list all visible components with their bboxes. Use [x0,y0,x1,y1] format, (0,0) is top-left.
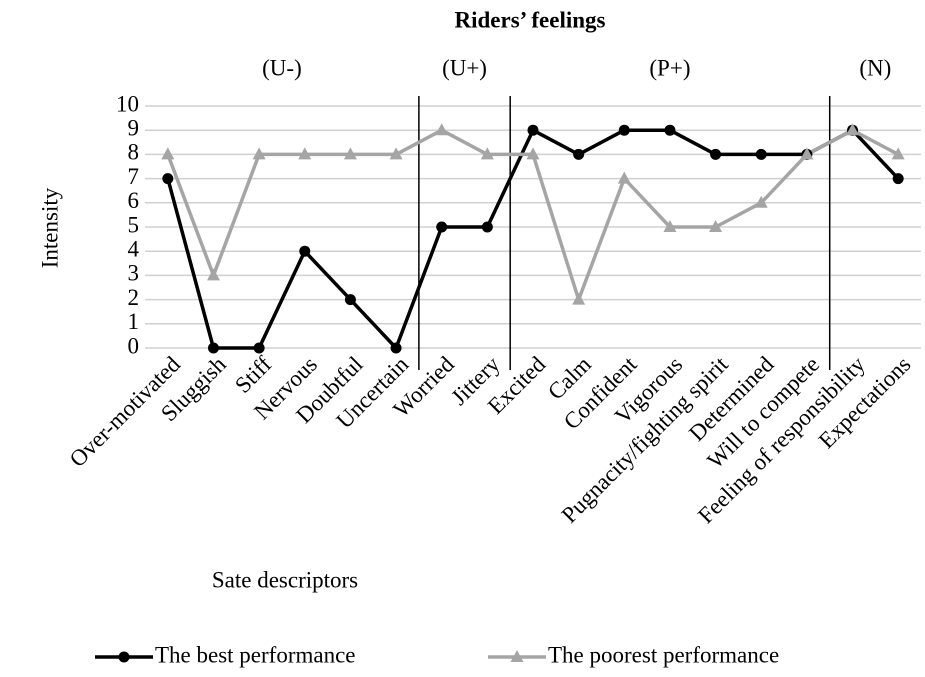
point [161,147,175,160]
point [206,268,220,281]
point [343,147,357,160]
point [390,342,402,354]
point [389,147,403,160]
y-axis-title: Intensity [37,187,62,268]
point [436,221,448,233]
y-tick-label: 1 [128,309,140,334]
point [207,342,219,354]
point [892,173,904,185]
point [663,220,677,232]
legend-label: The best performance [155,642,356,667]
point [572,292,586,305]
y-tick-label: 7 [128,164,140,189]
y-tick-label: 9 [128,115,140,140]
y-tick-label: 3 [128,261,140,286]
legend-marker [510,650,524,662]
y-tick-label: 4 [128,236,140,261]
group-label: (N) [859,55,891,80]
group-label: (U+) [442,55,487,80]
point [527,124,539,136]
chart-title: Riders’ feelings [455,7,606,32]
point [846,123,860,136]
point [344,294,356,306]
point [755,148,767,160]
point [664,124,676,136]
point [526,147,540,160]
y-tick-label: 0 [128,333,140,358]
point [298,147,312,160]
point [754,195,768,208]
point [800,147,814,160]
point [573,148,585,160]
y-tick-label: 6 [128,188,140,213]
point [162,173,174,185]
legend-marker [118,651,130,663]
series-line [166,128,900,350]
point [435,123,449,136]
y-tick-label: 5 [128,212,140,237]
point [480,147,494,160]
group-label: (U-) [262,55,302,80]
point [709,220,723,232]
y-tick-label: 2 [128,285,140,310]
x-axis-title: Sate descriptors [212,567,358,592]
point [710,148,722,160]
group-label: (P+) [649,55,690,80]
point [618,124,630,136]
point [891,147,905,160]
point [253,342,265,354]
point [299,245,311,257]
legend-label: The poorest performance [548,642,779,667]
point [617,171,631,184]
y-tick-label: 10 [116,91,139,116]
y-tick-label: 8 [128,140,140,165]
point [481,221,493,233]
point [252,147,266,160]
